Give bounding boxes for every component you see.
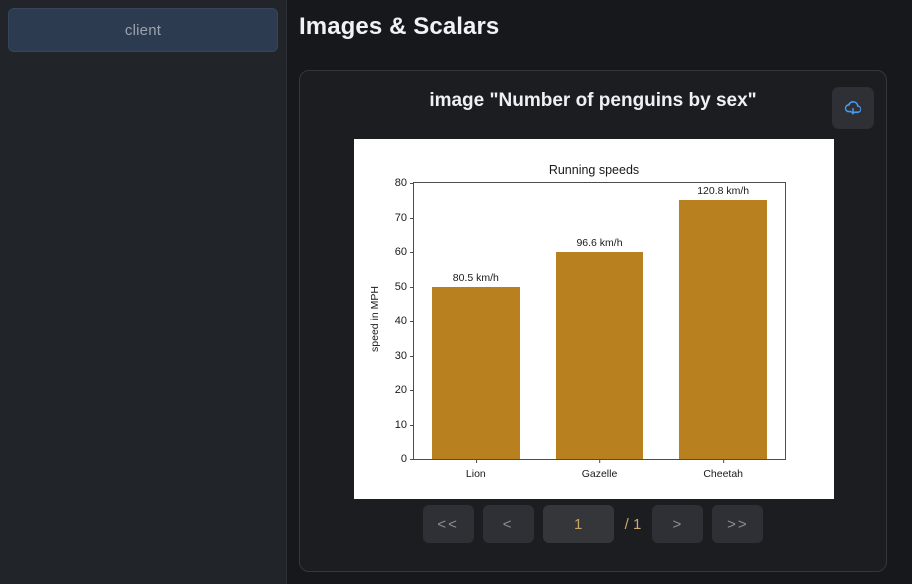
y-tick: 10 [395, 419, 415, 431]
last-page-button[interactable]: >> [712, 505, 764, 543]
y-tick: 40 [395, 315, 415, 327]
page-number-input[interactable] [542, 505, 614, 543]
x-tick: Lion [466, 459, 486, 480]
first-page-button[interactable]: << [422, 505, 474, 543]
chart-y-axis-label: speed in MPH [369, 286, 381, 352]
chart-title: Running speeds [548, 163, 640, 177]
bar [679, 200, 768, 459]
y-tick: 70 [395, 212, 415, 224]
chart-image: Running speeds speed in MPH 80 70 60 50 … [354, 139, 834, 499]
page-title: Images & Scalars [299, 13, 500, 40]
cloud-download-icon [843, 97, 863, 120]
download-button[interactable] [832, 87, 874, 129]
pagination: << < / 1 > >> [300, 505, 886, 543]
main-content: Images & Scalars image "Number of pengui… [287, 0, 912, 584]
sidebar-item-label: client [124, 21, 162, 39]
image-card: image "Number of penguins by sex" Runnin… [299, 70, 887, 572]
y-tick: 60 [395, 246, 415, 258]
bar-group-1: 96.6 km/h Gazelle [538, 183, 662, 480]
y-tick: 50 [395, 281, 415, 293]
y-tick: 30 [395, 350, 415, 362]
bar-value-label: 120.8 km/h [697, 185, 750, 198]
y-tick: 0 [401, 453, 415, 465]
card-header: image "Number of penguins by sex" [300, 71, 886, 131]
bar-value-label: 96.6 km/h [576, 237, 623, 249]
chart-plot-area: 80 70 60 50 40 30 20 10 0 80.5 km/h Lion [395, 177, 786, 480]
y-tick: 80 [395, 177, 415, 189]
prev-page-button[interactable]: < [482, 505, 534, 543]
sidebar-item-client[interactable]: client [8, 8, 278, 52]
x-tick: Cheetah [703, 459, 743, 480]
page-total-label: / 1 [624, 515, 642, 533]
bar-group-0: 80.5 km/h Lion [414, 183, 538, 480]
next-page-button[interactable]: > [652, 505, 704, 543]
bar [555, 252, 644, 459]
card-title: image "Number of penguins by sex" [429, 90, 757, 111]
bar-value-label: 80.5 km/h [452, 271, 499, 284]
x-tick: Gazelle [582, 459, 617, 480]
y-tick: 20 [395, 384, 415, 396]
bar [431, 286, 520, 459]
bar-group-2: 120.8 km/h Cheetah [661, 183, 785, 480]
bar-series: 80.5 km/h Lion 96.6 km/h Gazelle 120.8 k… [414, 183, 785, 480]
sidebar: client [0, 0, 287, 584]
